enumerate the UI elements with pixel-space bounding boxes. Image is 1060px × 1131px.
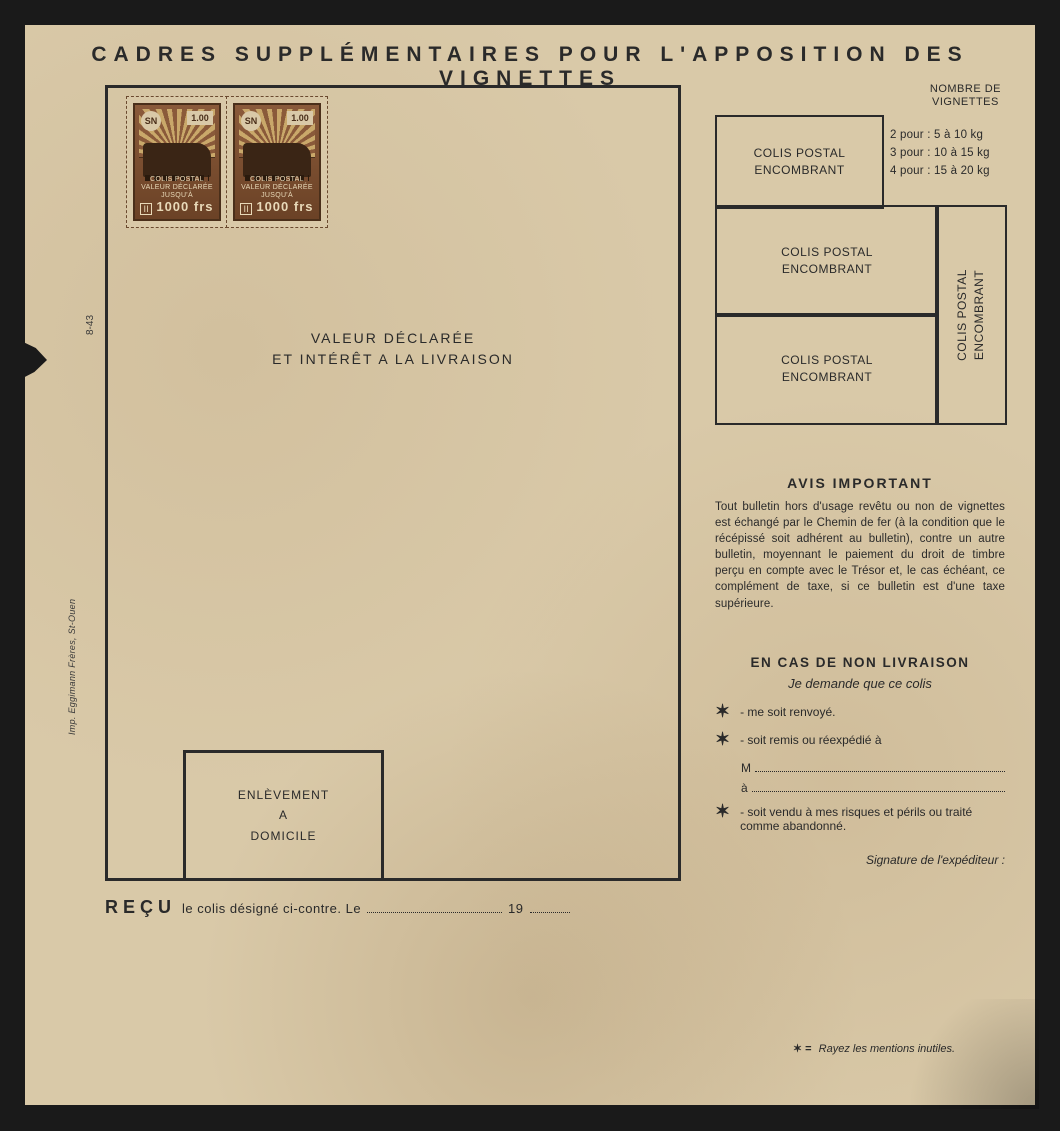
field-m-label: M [741,761,751,775]
cell-line1: COLIS POSTAL [781,244,873,261]
section-non-livraison: EN CAS DE NON LIVRAISON Je demande que c… [715,655,1005,867]
stamp-line2: VALEUR DÉCLARÉE [139,184,215,192]
option-vendu: ✶ - soit vendu à mes risques et périls o… [715,805,1005,833]
cell-line2: ENCOMBRANT [972,270,986,360]
stamp-line1: COLIS POSTAL [139,176,215,184]
stamp-colis-postal-1: SN 1.00 COLIS POSTAL VALEUR DÉCLARÉE JUS… [126,96,228,228]
cell-line2: ENCOMBRANT [782,369,872,386]
document-paper: CADRES SUPPLÉMENTAIRES POUR L'APPOSITION… [25,25,1035,1105]
stamp-locomotive [243,143,311,177]
avis-title: AVIS IMPORTANT [715,475,1005,491]
recu-bold: REÇU [105,897,176,918]
stamp-corner-value: 1.00 [187,111,213,125]
noncas-sub: Je demande que ce colis [715,676,1005,691]
cell-encombrant-3: COLIS POSTAL ENCOMBRANT [715,313,939,425]
paper-stain-br [889,999,1039,1109]
stamp-roman: II [140,203,152,215]
weights-list: 2 pour : 5 à 10 kg 3 pour : 10 à 15 kg 4… [890,127,990,180]
stamp-sn-badge: SN [141,111,161,131]
stamp-inner: SN 1.00 COLIS POSTAL VALEUR DÉCLARÉE JUS… [133,103,221,221]
stamp-caption: COLIS POSTAL VALEUR DÉCLARÉE JUSQU'À II … [239,176,315,215]
weight-row-3: 4 pour : 15 à 20 kg [890,163,990,181]
page-title: CADRES SUPPLÉMENTAIRES POUR L'APPOSITION… [25,43,1035,91]
enlevement-line2: A [279,805,288,825]
field-a: à [741,781,1005,795]
recu-year-prefix: 19 [508,901,523,916]
opt2-text: - soit remis ou réexpédié à [740,733,1005,747]
weight-row-1: 2 pour : 5 à 10 kg [890,127,990,145]
stamp-locomotive [143,143,211,177]
frame-encombrant-grid: NOMBRE DE VIGNETTES COLIS POSTAL ENCOMBR… [715,85,1005,425]
field-m-line[interactable] [755,771,1005,772]
frame-valeur-declaree: SN 1.00 COLIS POSTAL VALEUR DÉCLARÉE JUS… [105,85,681,881]
cell-line2: ENCOMBRANT [782,261,872,278]
stamp-sn-badge: SN [241,111,261,131]
option-renvoye: ✶ - me soit renvoyé. [715,705,1005,719]
field-a-line[interactable] [752,791,1005,792]
cell-side-rotated: COLIS POSTAL ENCOMBRANT [954,269,988,361]
field-a-label: à [741,781,748,795]
valeur-line2: ET INTÉRÊT A LA LIVRAISON [108,349,678,370]
enlevement-line3: DOMICILE [250,826,316,846]
stamp-value: 1000 frs [256,199,313,214]
stamp-inner: SN 1.00 COLIS POSTAL VALEUR DÉCLARÉE JUS… [233,103,321,221]
opt3-text: - soit vendu à mes risques et périls ou … [740,805,1005,833]
recu-text: le colis désigné ci-contre. Le [182,901,361,916]
cell-encombrant-1: COLIS POSTAL ENCOMBRANT [715,115,884,209]
cell-encombrant-side: COLIS POSTAL ENCOMBRANT [935,205,1007,425]
frame-enlevement-domicile: ENLÈVEMENT A DOMICILE [183,750,384,881]
printer-note: Imp. Eggimann Frères, St-Ouen [67,599,77,735]
rayez-symbol: ✶ = [793,1043,812,1055]
option-reexpedie: ✶ - soit remis ou réexpédié à [715,733,1005,747]
recu-date-line[interactable] [367,912,502,913]
stamp-line2: VALEUR DÉCLARÉE [239,184,315,192]
recu-year-line[interactable] [530,912,570,913]
stamp-colis-postal-2: SN 1.00 COLIS POSTAL VALEUR DÉCLARÉE JUS… [226,96,328,228]
recu-line: REÇU le colis désigné ci-contre. Le 19 [105,897,576,918]
enlevement-line1: ENLÈVEMENT [238,785,329,805]
star-icon: ✶ [715,733,730,745]
stamp-value: 1000 frs [156,199,213,214]
star-icon: ✶ [715,705,730,717]
field-m: M [741,761,1005,775]
stamp-line1: COLIS POSTAL [239,176,315,184]
opt1-text: - me soit renvoyé. [740,705,1005,719]
stamp-caption: COLIS POSTAL VALEUR DÉCLARÉE JUSQU'À II … [139,176,215,215]
stamp-corner-value: 1.00 [287,111,313,125]
valeur-line1: VALEUR DÉCLARÉE [108,328,678,349]
section-avis-important: AVIS IMPORTANT Tout bulletin hors d'usag… [715,475,1005,612]
signature-label: Signature de l'expéditeur : [715,853,1005,867]
cell-line1: COLIS POSTAL [754,145,846,162]
nombre-line1: NOMBRE DE [930,83,1001,95]
cell-encombrant-2: COLIS POSTAL ENCOMBRANT [715,205,939,317]
nombre-line2: VIGNETTES [932,96,999,108]
paper-tear-left [19,340,47,380]
avis-body: Tout bulletin hors d'usage revêtu ou non… [715,499,1005,612]
cell-line1: COLIS POSTAL [955,269,969,361]
label-valeur-declaree: VALEUR DÉCLARÉE ET INTÉRÊT A LA LIVRAISO… [108,328,678,370]
noncas-title: EN CAS DE NON LIVRAISON [715,655,1005,670]
stamp-roman: II [240,203,252,215]
weight-row-2: 3 pour : 10 à 15 kg [890,145,990,163]
star-icon: ✶ [715,805,730,817]
code-843: 8-43 [85,315,96,335]
cell-line1: COLIS POSTAL [781,352,873,369]
label-nombre-vignettes: NOMBRE DE VIGNETTES [930,83,1001,109]
cell-line2: ENCOMBRANT [754,162,844,179]
